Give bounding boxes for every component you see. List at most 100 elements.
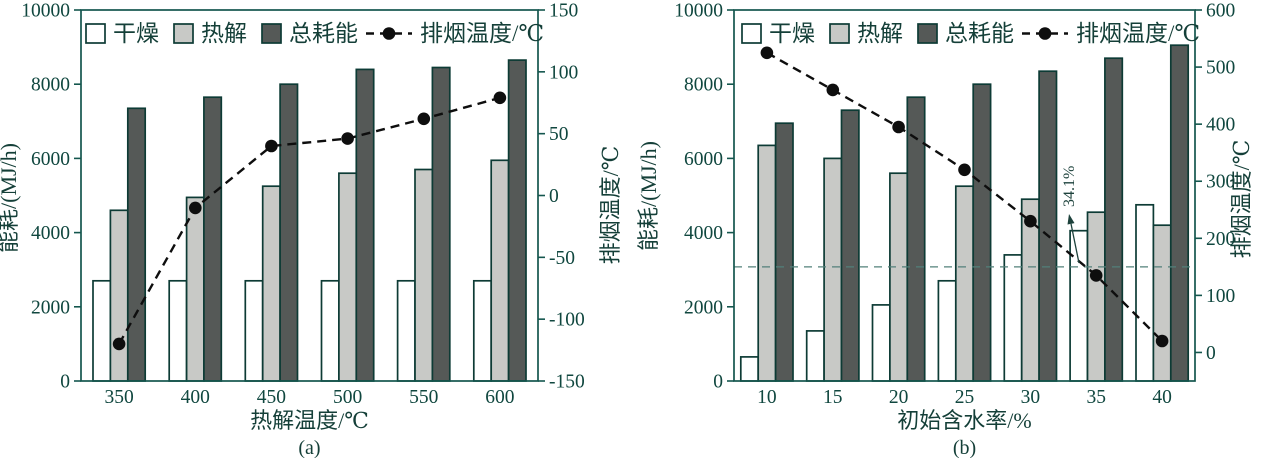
left-axis-tick-label: 4000 bbox=[31, 223, 70, 244]
flue-temperature-dot-20 bbox=[892, 120, 905, 134]
bar-total-450 bbox=[279, 83, 299, 382]
flue-temperature-dot-30 bbox=[1024, 214, 1037, 228]
annotation-arrow-line bbox=[1070, 223, 1080, 264]
legend-swatch-total bbox=[917, 23, 938, 44]
bar-total-35 bbox=[1104, 57, 1124, 382]
right-axis-tick-label: -150 bbox=[549, 372, 585, 393]
legend-label-dry: 干燥 bbox=[113, 21, 159, 46]
x-axis-title: 热解温度/℃ bbox=[250, 408, 369, 433]
right-axis-tick-label: 0 bbox=[1206, 343, 1216, 364]
flue-temperature-dot-600 bbox=[493, 91, 507, 105]
legend-label-pyro: 热解 bbox=[857, 21, 903, 46]
right-axis-tick-label: -50 bbox=[549, 248, 575, 269]
bar-dry-450 bbox=[244, 279, 264, 382]
bar-pyro-350 bbox=[109, 209, 129, 382]
left-axis-tick-label: 0 bbox=[60, 372, 70, 393]
chart-b: 34.1% 0 2000 4000 6000 8000 10000 0 100 200 300 400… bbox=[636, 1, 1254, 458]
bar-pyro-500 bbox=[338, 172, 358, 382]
left-axis-tick-label: 2000 bbox=[684, 297, 723, 318]
bar-pyro-20 bbox=[889, 172, 909, 382]
x-axis-tick-label: 600 bbox=[485, 387, 514, 408]
bar-pyro-400 bbox=[185, 196, 205, 382]
bar-series-pyro bbox=[109, 159, 510, 382]
bar-dry-600 bbox=[472, 279, 493, 382]
bar-pyro-10 bbox=[757, 144, 777, 382]
flue-temperature-dot-550 bbox=[417, 112, 431, 126]
x-axis-tick-label: 25 bbox=[955, 387, 975, 408]
flue-temperature-dot-10 bbox=[760, 46, 774, 60]
chart-a: 0 2000 4000 6000 8000 10000 -150 -100 -50 0 50 100 1… bbox=[0, 1, 623, 458]
flue-temperature-dot-450 bbox=[265, 139, 278, 153]
bar-pyro-600 bbox=[490, 159, 510, 382]
legend-label-flue: 排烟温度/℃ bbox=[1076, 21, 1200, 46]
bar-total-30 bbox=[1038, 70, 1058, 382]
legend-swatch-dry bbox=[85, 23, 106, 44]
bar-total-15 bbox=[840, 109, 860, 382]
legend: 干燥 热解 总耗能 排烟温度/℃ bbox=[741, 21, 1200, 46]
bar-pyro-450 bbox=[261, 185, 281, 382]
bar-total-500 bbox=[355, 68, 375, 382]
plot-frame bbox=[80, 9, 539, 382]
bar-dry-40 bbox=[1135, 203, 1155, 382]
left-axis-tick-label: 2000 bbox=[31, 297, 70, 318]
bar-total-20 bbox=[906, 96, 926, 382]
x-axis-tick-label: 550 bbox=[409, 387, 438, 408]
x-axis-tick-label: 40 bbox=[1152, 387, 1172, 408]
right-axis-tick-label: 150 bbox=[549, 1, 578, 22]
legend-flue-dot-sample bbox=[382, 27, 396, 40]
right-axis-title: 排烟温度/℃ bbox=[1229, 140, 1254, 259]
flue-temperature-dot-15 bbox=[826, 83, 840, 97]
bar-total-25 bbox=[972, 83, 992, 382]
right-axis-tick-label: 600 bbox=[1206, 1, 1235, 22]
legend-label-dry: 干燥 bbox=[769, 21, 815, 46]
legend-label-pyro: 热解 bbox=[201, 21, 247, 46]
right-axis-tick-label: 200 bbox=[1206, 229, 1235, 250]
right-axis-tick-label: 300 bbox=[1206, 172, 1235, 193]
legend: 干燥 热解 总耗能 排烟温度/℃ bbox=[85, 21, 544, 46]
flue-temperature-dot-25 bbox=[958, 163, 971, 177]
bar-dry-350 bbox=[92, 279, 112, 382]
bar-pyro-40 bbox=[1152, 224, 1172, 382]
left-axis-tick-label: 6000 bbox=[31, 149, 70, 170]
flue-temperature-dot-350 bbox=[112, 337, 126, 351]
right-axis-tick-label: -100 bbox=[549, 310, 585, 331]
x-axis-tick-label: 30 bbox=[1021, 387, 1041, 408]
right-axis-tick-label: 0 bbox=[549, 186, 559, 207]
left-axis-tick-label: 6000 bbox=[684, 149, 723, 170]
flue-temperature-dot-35 bbox=[1089, 269, 1103, 282]
legend-label-total: 总耗能 bbox=[289, 21, 358, 46]
left-axis-title: 能耗/(MJ/h) bbox=[636, 141, 661, 251]
right-axis-tick-label: 500 bbox=[1206, 58, 1235, 79]
annotation-arrowhead bbox=[1067, 214, 1075, 225]
panel-label: (b) bbox=[953, 437, 976, 458]
bar-dry-550 bbox=[396, 279, 416, 382]
left-axis-tick-label: 4000 bbox=[684, 223, 723, 244]
bar-dry-15 bbox=[805, 330, 825, 382]
legend-flue-dot-sample bbox=[1038, 27, 1052, 40]
bar-total-600 bbox=[507, 59, 527, 382]
x-axis-title: 初始含水率/% bbox=[897, 408, 1031, 433]
bar-total-350 bbox=[126, 107, 147, 382]
x-axis-tick-label: 15 bbox=[823, 387, 843, 408]
right-axis-tick-label: 400 bbox=[1206, 115, 1235, 136]
panel-label: (a) bbox=[298, 437, 320, 458]
right-axis-tick-label: 50 bbox=[549, 124, 569, 145]
left-axis-tick-label: 10000 bbox=[674, 1, 723, 22]
bar-pyro-25 bbox=[954, 185, 975, 382]
legend-label-flue: 排烟温度/℃ bbox=[420, 21, 544, 46]
bar-pyro-35 bbox=[1086, 211, 1106, 382]
x-axis-tick-label: 500 bbox=[333, 387, 362, 408]
x-axis-tick-label: 10 bbox=[757, 387, 777, 408]
x-axis-tick-label: 35 bbox=[1086, 387, 1106, 408]
left-axis-tick-label: 8000 bbox=[31, 75, 70, 96]
bar-dry-25 bbox=[937, 279, 957, 382]
x-axis-tick-label: 400 bbox=[181, 387, 210, 408]
bar-pyro-550 bbox=[414, 168, 434, 382]
legend-swatch-pyro bbox=[829, 23, 850, 44]
bar-dry-10 bbox=[739, 356, 760, 382]
flue-temperature-dot-40 bbox=[1155, 334, 1169, 348]
flue-temperature-dot-400 bbox=[189, 201, 202, 215]
bar-series-total bbox=[774, 44, 1190, 382]
